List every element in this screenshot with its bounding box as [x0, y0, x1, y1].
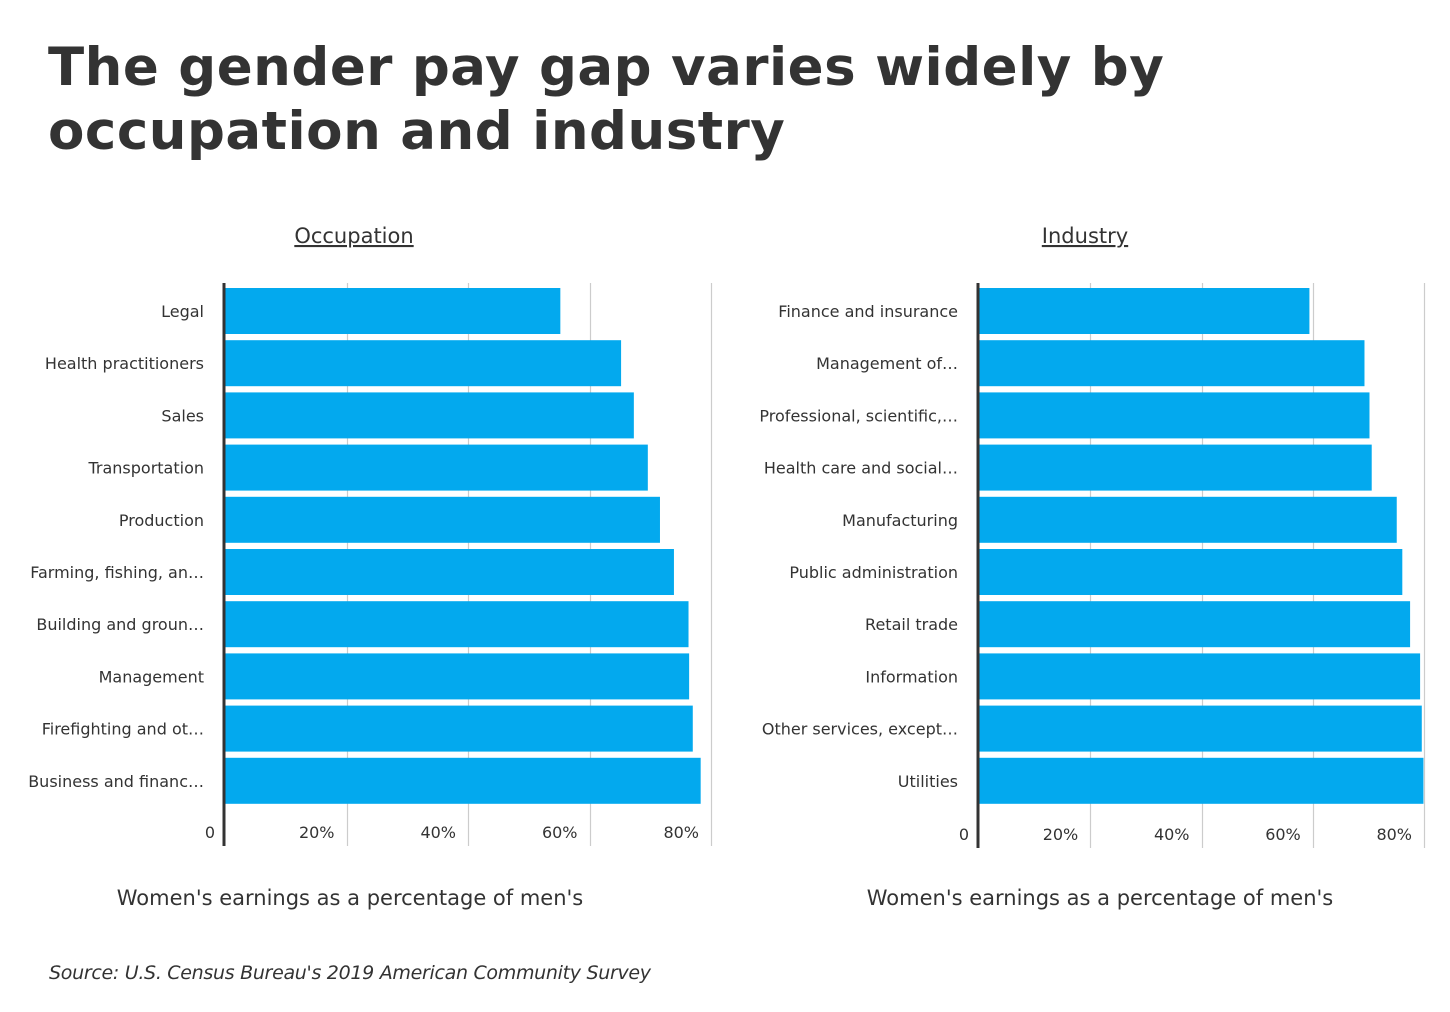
- occupation-tick-label: 40%: [420, 823, 456, 842]
- industry-category-label: Public administration: [789, 563, 958, 582]
- occupation-bar: [225, 705, 693, 752]
- occupation-category-label: Health practitioners: [45, 354, 204, 373]
- industry-bar: [979, 549, 1403, 595]
- industry-chart: Finance and insurance Management of… Profe…: [759, 224, 1426, 910]
- industry-bar: [979, 757, 1424, 804]
- industry-bar: [979, 705, 1422, 752]
- industry-category-label: Finance and insurance: [778, 302, 958, 321]
- industry-category-label: Other services, except…: [762, 720, 958, 739]
- occupation-category-label: Sales: [161, 406, 204, 425]
- industry-category-label: Information: [865, 667, 958, 686]
- industry-bar: [979, 340, 1365, 387]
- occupation-bar: [225, 444, 648, 491]
- industry-bar: [979, 601, 1411, 648]
- occupation-category-label: Building and groun…: [36, 615, 204, 634]
- occupation-category-label: Legal: [161, 302, 204, 321]
- occupation-bar: [225, 392, 634, 439]
- industry-category-label: Health care and social…: [764, 459, 958, 478]
- industry-tick-label: 80%: [1376, 825, 1412, 844]
- occupation-bar: [225, 757, 701, 804]
- occupation-tick-label: 80%: [663, 823, 699, 842]
- industry-tick-label: 20%: [1043, 825, 1079, 844]
- industry-bar: [979, 444, 1372, 491]
- industry-bar: [979, 288, 1310, 334]
- occupation-category-label: Business and financ…: [28, 772, 204, 791]
- occupation-bar: [225, 653, 690, 700]
- occupation-category-label: Management: [99, 667, 204, 686]
- industry-tick-label: 60%: [1265, 825, 1301, 844]
- page-title: The gender pay gap varies widely by occu…: [48, 37, 1165, 162]
- occupation-bar: [225, 496, 660, 543]
- industry-category-label: Manufacturing: [842, 511, 958, 530]
- occupation-tick-label: 0: [205, 823, 215, 842]
- industry-tick-label: 0: [959, 825, 969, 844]
- industry-xlabel: Women's earnings as a percentage of men'…: [867, 886, 1333, 910]
- occupation-bar: [225, 601, 689, 648]
- industry-bar: [979, 392, 1370, 439]
- occupation-chart: Legal Health practitioners Sales Transporta…: [28, 224, 713, 910]
- occupation-category-label: Production: [119, 511, 204, 530]
- occupation-bar: [225, 288, 561, 334]
- source-note: Source: U.S. Census Bureau's 2019 Americ…: [49, 962, 651, 984]
- industry-category-label: Professional, scientific,…: [759, 406, 958, 425]
- occupation-bar: [225, 340, 622, 387]
- industry-category-label: Retail trade: [865, 615, 958, 634]
- occupation-tick-label: 20%: [299, 823, 335, 842]
- industry-category-label: Management of…: [816, 354, 958, 373]
- occupation-tick-label: 60%: [542, 823, 578, 842]
- occupation-category-label: Transportation: [87, 459, 204, 478]
- occupation-title: Occupation: [294, 224, 413, 248]
- occupation-category-label: Firefighting and ot…: [42, 720, 204, 739]
- industry-tick-label: 40%: [1154, 825, 1190, 844]
- industry-category-label: Utilities: [898, 772, 958, 791]
- occupation-xlabel: Women's earnings as a percentage of men'…: [117, 886, 583, 910]
- occupation-bar: [225, 549, 674, 595]
- industry-bar: [979, 653, 1421, 700]
- industry-title: Industry: [1042, 224, 1128, 248]
- occupation-category-label: Farming, fishing, an…: [30, 563, 204, 582]
- industry-bar: [979, 496, 1397, 543]
